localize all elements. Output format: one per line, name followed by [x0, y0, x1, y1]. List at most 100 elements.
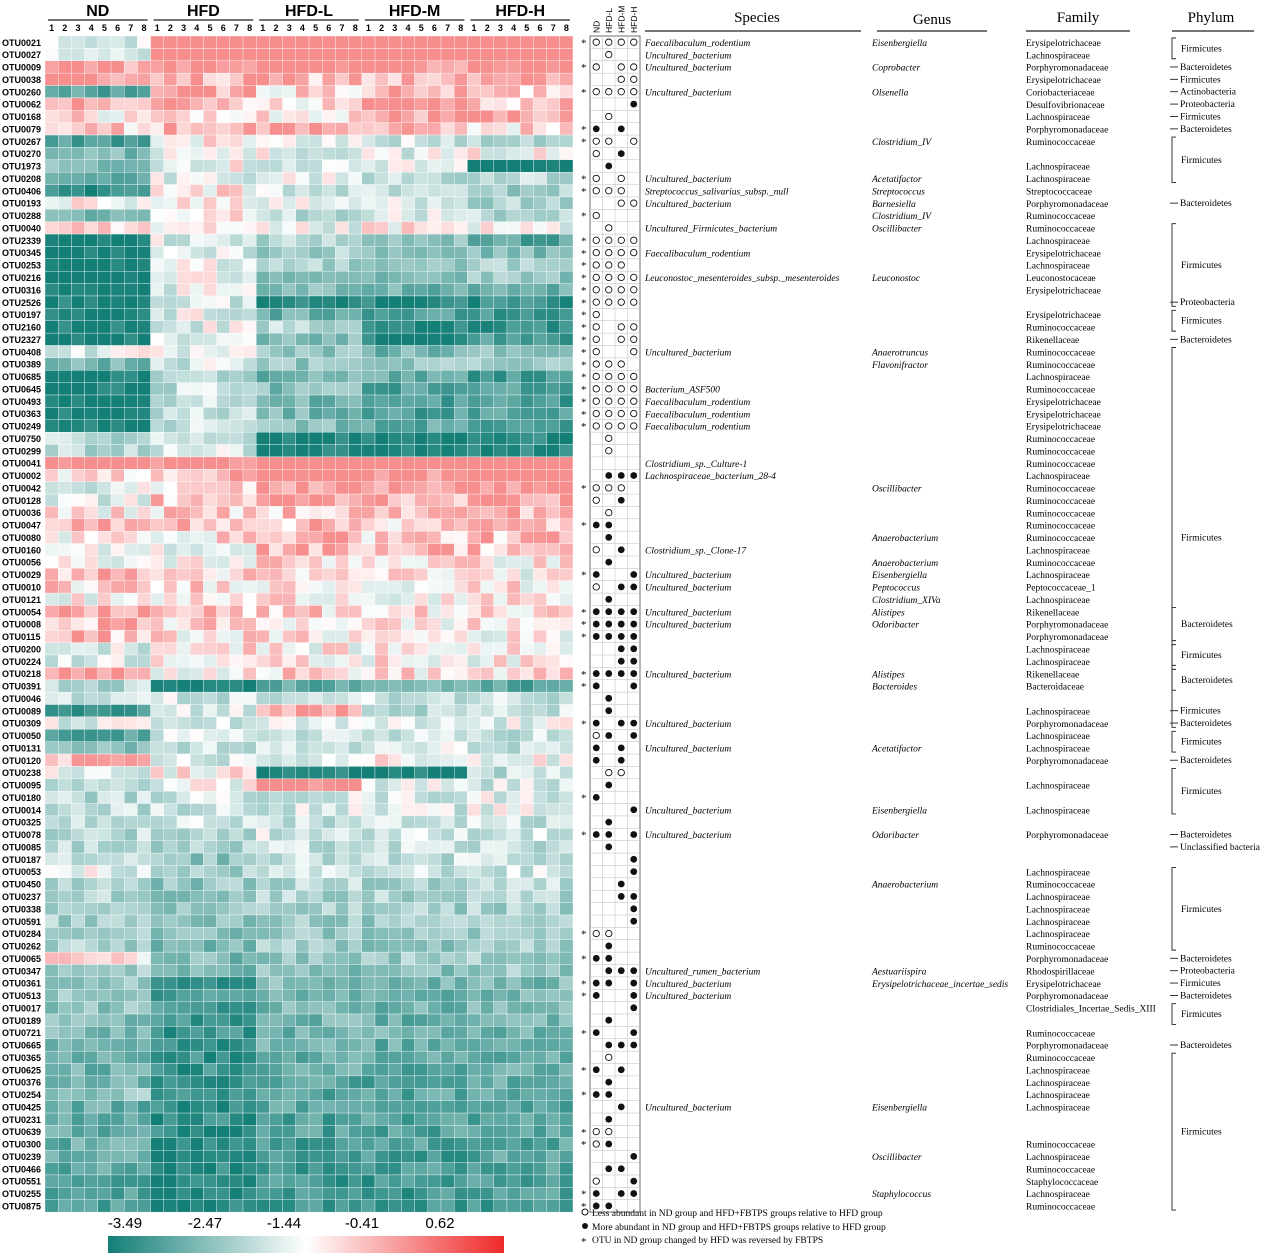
heatmap-cell [176, 1137, 191, 1151]
heatmap-cell [322, 902, 336, 916]
heatmap-cell [388, 172, 402, 185]
heatmap-cell [559, 753, 574, 767]
heatmap-cell [176, 147, 191, 160]
annotation-headers: Species Genus Family Phylum [645, 10, 1254, 32]
heatmap-cell [124, 679, 138, 693]
family-label: Ruminococcaceae [1026, 485, 1095, 495]
heatmap-cell [150, 258, 164, 272]
heatmap-cell [322, 1137, 336, 1151]
heatmap-cell [401, 122, 415, 136]
heatmap-cell [176, 852, 191, 866]
heatmap-cell [493, 654, 508, 668]
heatmap-cell [546, 753, 560, 767]
heatmap-cell [374, 332, 389, 346]
otu-label: OTU0008 [2, 620, 41, 630]
heatmap-cell [44, 72, 59, 86]
heatmap-cell [71, 97, 85, 111]
heatmap-cell [282, 766, 296, 779]
heatmap-cell [454, 1088, 468, 1101]
heatmap-cell [414, 605, 428, 619]
heatmap-cell [454, 122, 468, 136]
otu-label: OTU0406 [2, 186, 41, 196]
heatmap-cell [348, 753, 362, 767]
heatmap-cell [58, 1026, 72, 1039]
heatmap-cell [256, 1150, 270, 1163]
heatmap-cell [401, 345, 415, 359]
heatmap-cell [137, 753, 151, 767]
heatmap-cell [348, 407, 362, 420]
heatmap-cell [520, 172, 534, 185]
heatmap-cell [348, 1026, 362, 1039]
heatmap-cell [110, 531, 125, 544]
heatmap-cell [374, 1150, 389, 1163]
heatmap-cell [282, 828, 296, 841]
heatmap-cell [203, 1001, 217, 1015]
heatmap-cell [150, 617, 164, 631]
heatmap-cell [269, 60, 283, 74]
heatmap-cell [480, 877, 494, 891]
heatmap-cell [137, 654, 151, 668]
star-icon: * [581, 124, 587, 136]
heatmap-cell [440, 914, 455, 928]
heatmap-cell [163, 852, 178, 866]
heatmap-cell [229, 469, 244, 482]
species-label: Uncultured_rumen_bacterium [645, 967, 760, 977]
heatmap-cell [322, 568, 336, 581]
heatmap-cell [401, 1199, 415, 1213]
heatmap-cell [467, 890, 481, 903]
heatmap-cell [190, 1199, 204, 1213]
heatmap-cell [388, 778, 402, 792]
heatmap-cell [295, 1001, 310, 1015]
otu-label: OTU0551 [2, 1177, 41, 1187]
heatmap-cell [84, 134, 98, 148]
phylum-bracket [1171, 309, 1176, 332]
heatmap-cell [440, 741, 455, 755]
heatmap-cell [348, 419, 362, 433]
heatmap-cell [454, 481, 468, 495]
heatmap-cell [493, 753, 508, 767]
heatmap-cell [110, 914, 125, 928]
heatmap-cell [124, 654, 138, 668]
family-label: Staphylococcaceae [1026, 1178, 1098, 1188]
sample-label: 2 [273, 23, 278, 33]
heatmap-cell [282, 865, 296, 879]
otu-label: OTU0036 [2, 508, 41, 518]
otu-label: OTU0376 [2, 1078, 41, 1088]
family-label: Porphyromonadaceae [1026, 621, 1108, 631]
heatmap-cell [427, 308, 442, 321]
heatmap-cell [190, 691, 204, 705]
heatmap-cell [203, 407, 217, 420]
heatmap-cell [308, 828, 323, 841]
heatmap-cell [190, 753, 204, 767]
heatmap-cell [84, 518, 98, 532]
heatmap-cell [124, 172, 138, 185]
heatmap-cell [480, 1174, 494, 1188]
heatmap-cell [401, 233, 415, 247]
heatmap-cell [295, 1026, 310, 1039]
heatmap-cell [506, 35, 521, 49]
heatmap-cell [124, 543, 138, 557]
filled-circle-icon [605, 843, 613, 851]
heatmap-cell [546, 914, 560, 928]
heatmap-cell [546, 308, 560, 321]
heatmap-cell [124, 332, 138, 346]
heatmap-cell [454, 233, 468, 247]
heatmap-cell [190, 345, 204, 359]
heatmap-cell [176, 815, 191, 829]
heatmap-cell [71, 976, 85, 990]
heatmap-cell [203, 852, 217, 866]
heatmap-cell [58, 951, 72, 965]
heatmap-cell [480, 531, 494, 544]
heatmap-cell [308, 1088, 323, 1101]
heatmap-cell [533, 555, 547, 569]
heatmap-cell [361, 209, 376, 222]
heatmap-cell [401, 1137, 415, 1151]
heatmap-cell [374, 122, 389, 136]
heatmap-cell [308, 147, 323, 160]
heatmap-cell [480, 518, 494, 532]
heatmap-cell [559, 134, 574, 148]
heatmap-cell [229, 543, 244, 557]
family-label: Lachnospiraceae [1026, 646, 1090, 656]
heatmap-cell [176, 840, 191, 854]
heatmap-cell [454, 939, 468, 953]
